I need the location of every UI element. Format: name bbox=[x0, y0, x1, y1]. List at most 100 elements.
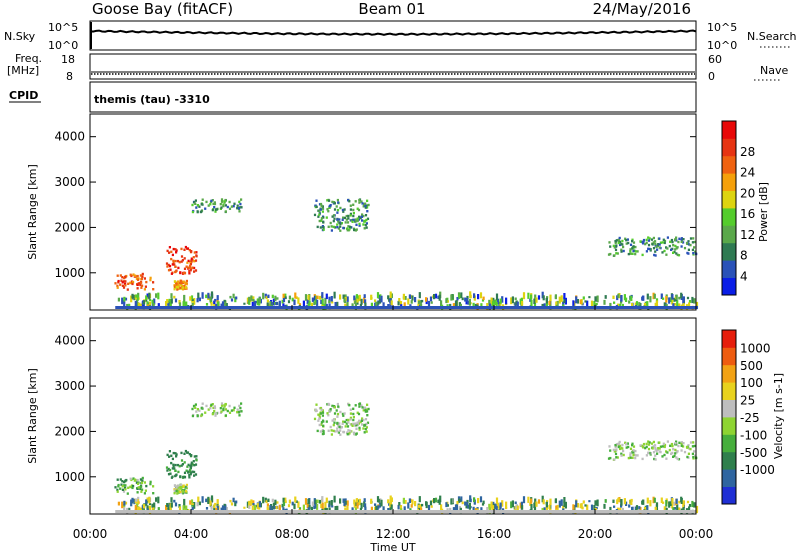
velocity-echo-cell bbox=[209, 407, 212, 410]
velocity-echo-cell bbox=[152, 492, 155, 495]
velocity-echo-cell bbox=[676, 457, 679, 461]
velocity-echo-cell bbox=[338, 422, 341, 425]
power-echo-cell bbox=[481, 299, 485, 302]
velocity-echo-cell bbox=[284, 500, 287, 504]
power-echo-cell bbox=[177, 280, 180, 283]
velocity-echo-cell bbox=[675, 456, 678, 459]
power-echo-cell bbox=[136, 295, 139, 301]
power-echo-cell bbox=[680, 240, 683, 243]
velocity-echo-cell bbox=[193, 405, 196, 408]
power-echo-cell bbox=[281, 299, 284, 304]
power-echo-cell bbox=[654, 250, 657, 253]
velocity-colorbar-segment bbox=[722, 469, 736, 487]
velocity-colorbar-tick: -25 bbox=[740, 411, 760, 425]
velocity-echo-cell bbox=[216, 505, 219, 511]
power-echo-cell bbox=[224, 210, 227, 213]
velocity-echo-cell bbox=[390, 497, 393, 502]
velocity-echo-cell bbox=[178, 506, 182, 512]
velocity-echo-cell bbox=[358, 426, 361, 430]
power-echo-cell bbox=[665, 246, 668, 249]
power-echo-cell bbox=[629, 250, 632, 253]
power-echo-cell bbox=[173, 285, 177, 288]
power-echo-cell bbox=[188, 264, 192, 267]
power-echo-cell bbox=[140, 286, 143, 289]
power-echo-cell bbox=[366, 217, 370, 220]
power-ylabel: Slant Range [km] bbox=[26, 164, 39, 260]
power-echo-cell bbox=[116, 274, 119, 277]
power-colorbar-tick: 16 bbox=[740, 207, 755, 221]
velocity-echo-cell bbox=[330, 433, 333, 436]
power-echo-cell bbox=[418, 300, 421, 304]
velocity-echo-cell bbox=[198, 409, 201, 412]
velocity-echo-cell bbox=[307, 507, 310, 511]
power-echo-cell bbox=[214, 210, 217, 213]
power-echo-cell bbox=[322, 216, 325, 219]
power-echo-cell bbox=[195, 255, 198, 258]
power-echo-cell bbox=[519, 298, 522, 305]
velocity-echo-cell bbox=[141, 479, 144, 482]
velocity-echo-cell bbox=[586, 504, 589, 512]
velocity-echo-cell bbox=[692, 457, 695, 460]
power-echo-cell bbox=[631, 240, 634, 243]
velocity-echo-cell bbox=[132, 484, 135, 488]
power-echo-cell bbox=[631, 247, 634, 250]
velocity-colorbar-segment bbox=[722, 382, 736, 400]
velocity-echo-cell bbox=[596, 499, 599, 507]
power-echo-cell bbox=[665, 296, 668, 303]
velocity-echo-cell bbox=[195, 455, 198, 458]
power-echo-cell bbox=[341, 218, 344, 221]
power-echo-cell bbox=[390, 300, 393, 306]
power-echo-cell bbox=[191, 302, 194, 307]
power-echo-cell bbox=[332, 219, 335, 223]
power-echo-cell bbox=[252, 300, 255, 303]
power-echo-cell bbox=[545, 301, 548, 307]
freq-label-2: [MHz] bbox=[7, 64, 39, 77]
power-echo-cell bbox=[683, 246, 687, 250]
power-echo-cell bbox=[468, 298, 471, 306]
power-echo-cell bbox=[676, 246, 679, 249]
velocity-echo-cell bbox=[505, 501, 508, 509]
power-echo-cell bbox=[228, 200, 231, 204]
power-echo-cell bbox=[347, 225, 350, 228]
power-echo-cell bbox=[364, 299, 367, 304]
power-echo-cell bbox=[472, 302, 475, 307]
power-echo-cell bbox=[121, 276, 124, 279]
power-echo-cell bbox=[171, 263, 174, 266]
power-echo-cell bbox=[641, 253, 644, 257]
velocity-echo-cell bbox=[325, 497, 328, 504]
velocity-echo-cell bbox=[136, 487, 139, 490]
y-tick-label: 1000 bbox=[54, 266, 85, 280]
power-echo-cell bbox=[404, 296, 407, 300]
power-echo-cell bbox=[661, 241, 664, 244]
power-echo-cell bbox=[530, 294, 533, 300]
power-echo-cell bbox=[191, 266, 194, 269]
velocity-echo-cell bbox=[282, 502, 286, 507]
power-echo-cell bbox=[505, 297, 508, 305]
velocity-echo-cell bbox=[322, 420, 325, 423]
velocity-echo-cell bbox=[655, 504, 658, 511]
velocity-echo-cell bbox=[174, 474, 177, 478]
velocity-echo-cell bbox=[211, 412, 214, 416]
power-echo-cell bbox=[201, 198, 204, 201]
velocity-echo-cell bbox=[347, 418, 350, 422]
velocity-echo-cell bbox=[330, 429, 333, 432]
power-echo-cell bbox=[620, 250, 623, 253]
velocity-echo-cell bbox=[682, 507, 685, 512]
power-echo-cell bbox=[615, 252, 618, 255]
velocity-echo-cell bbox=[320, 408, 323, 411]
power-echo-cell bbox=[186, 261, 189, 264]
power-echo-cell bbox=[360, 200, 363, 203]
velocity-echo-cell bbox=[321, 414, 324, 417]
velocity-echo-cell bbox=[336, 415, 339, 418]
power-echo-cell bbox=[168, 264, 172, 268]
x-tick-label: 04:00 bbox=[174, 527, 209, 541]
velocity-echo-cell bbox=[170, 476, 173, 479]
velocity-echo-cell bbox=[196, 502, 199, 507]
power-echo-cell bbox=[356, 298, 359, 303]
velocity-echo-cell bbox=[264, 497, 267, 503]
velocity-echo-cell bbox=[676, 450, 679, 453]
velocity-echo-cell bbox=[233, 406, 236, 409]
velocity-echo-cell bbox=[364, 408, 367, 412]
power-echo-cell bbox=[191, 210, 194, 214]
power-echo-cell bbox=[621, 239, 624, 243]
